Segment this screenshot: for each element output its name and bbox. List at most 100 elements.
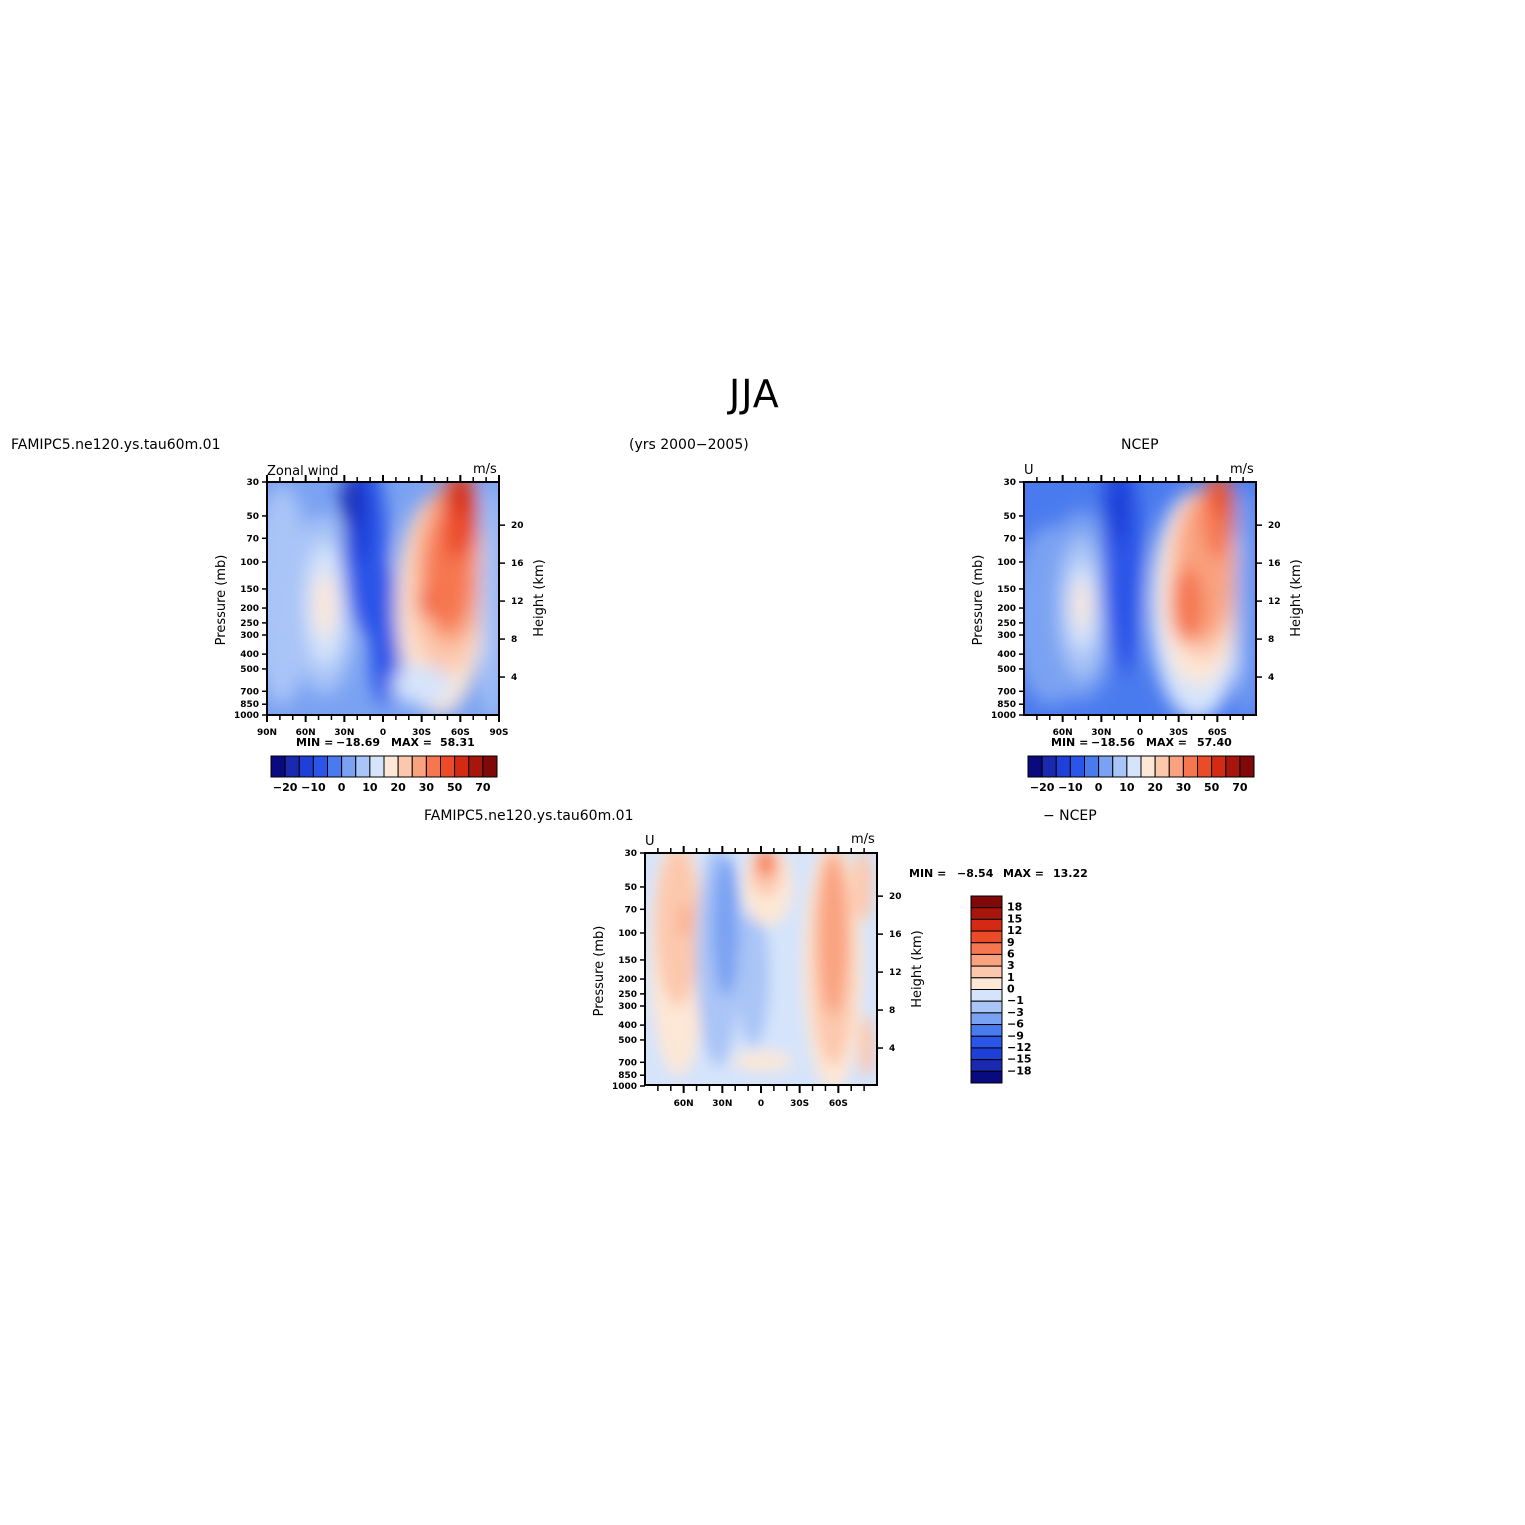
- colorbar-label: 0: [338, 781, 346, 794]
- colorbar-label: 20: [390, 781, 406, 794]
- colorbar-label: 0: [1007, 983, 1015, 996]
- x-tick-label: 60S: [1208, 728, 1227, 738]
- y-tick-label: 150: [240, 585, 259, 595]
- y-right-tick-label: 12: [889, 968, 902, 978]
- diff-chart: 3050701001502002503004005007008501000481…: [592, 832, 1088, 1109]
- y-tick-label: 1000: [234, 711, 259, 721]
- model-max-value: 58.31: [440, 736, 475, 749]
- obs-contour-field: [1024, 482, 1256, 715]
- colorbar-label: 10: [362, 781, 378, 794]
- colorbar-label: −10: [1058, 781, 1083, 794]
- colorbar-swatch: [1211, 755, 1227, 778]
- colorbar-swatch: [270, 755, 286, 778]
- y-tick-label: 1000: [612, 1082, 637, 1092]
- colorbar-swatch: [970, 918, 1003, 932]
- x-tick-label: 90N: [257, 728, 277, 738]
- y-tick-label: 150: [618, 956, 637, 966]
- colorbar-swatch: [970, 965, 1003, 979]
- colorbar-label: 6: [1007, 947, 1015, 960]
- y-right-tick-label: 12: [511, 597, 524, 607]
- y-right-tick-label: 8: [889, 1006, 895, 1016]
- y-right-tick-label: 20: [889, 892, 902, 902]
- colorbar-swatch: [1154, 755, 1170, 778]
- y-tick-label: 400: [997, 650, 1016, 660]
- y-tick-label: 30: [1003, 478, 1016, 488]
- diff-left-label: U: [645, 834, 655, 849]
- colorbar-label: 15: [1007, 912, 1022, 925]
- colorbar-swatch: [970, 942, 1003, 955]
- diff-ylabel: Pressure (mb): [592, 926, 607, 1017]
- y-tick-label: 70: [246, 534, 259, 544]
- colorbar-label: −10: [301, 781, 326, 794]
- y-tick-label: 700: [240, 687, 259, 697]
- y-right-tick-label: 4: [889, 1044, 895, 1054]
- colorbar-label: 30: [1176, 781, 1192, 794]
- colorbar-label: 0: [1095, 781, 1103, 794]
- y-tick-label: 500: [997, 665, 1016, 675]
- y-tick-label: 50: [624, 883, 637, 893]
- diff-right-label: m/s: [851, 832, 875, 847]
- y-tick-label: 100: [997, 558, 1016, 568]
- y-tick-label: 400: [240, 650, 259, 660]
- case-name: FAMIPC5.ne120.ys.tau60m.01: [11, 437, 221, 453]
- colorbar-label: −18: [1007, 1064, 1032, 1077]
- obs-min-label: MIN =: [1051, 736, 1088, 749]
- colorbar-swatch: [383, 755, 399, 778]
- colorbar-label: −12: [1007, 1041, 1032, 1054]
- y-tick-label: 850: [240, 700, 259, 710]
- colorbar-label: 3: [1007, 959, 1015, 972]
- y-tick-label: 300: [618, 1002, 637, 1012]
- x-tick-label: 0: [1137, 728, 1143, 738]
- diff-ylabel-right: Height (km): [910, 930, 925, 1007]
- colorbar-label: 10: [1119, 781, 1135, 794]
- y-right-tick-label: 16: [511, 559, 524, 569]
- diff-obs-name: − NCEP: [1043, 808, 1097, 824]
- y-tick-label: 30: [246, 478, 259, 488]
- x-tick-label: 60N: [296, 728, 316, 738]
- colorbar-swatch: [1126, 755, 1142, 778]
- colorbar-label: 70: [1232, 781, 1248, 794]
- colorbar-swatch: [411, 755, 427, 778]
- diff-panel: 30 50 70 100 150 200 250 300 400 500 700 850 1000 4 8 1…: [578, 826, 1118, 1116]
- diff-min-value: −8.54: [957, 867, 994, 880]
- colorbar-swatch: [468, 755, 484, 778]
- colorbar-swatch: [970, 989, 1003, 1002]
- obs-ylabel-right: Height (km): [1289, 559, 1304, 636]
- colorbar-swatch: [1140, 755, 1156, 778]
- obs-name: NCEP: [1121, 437, 1159, 453]
- obs-min-value: −18.56: [1091, 736, 1135, 749]
- model-chart: 3050701001502002503004005007008501000481…: [214, 462, 547, 794]
- model-left-label: Zonal wind: [267, 464, 339, 479]
- colorbar-swatch: [1239, 755, 1255, 778]
- y-tick-label: 200: [240, 604, 259, 614]
- y-tick-label: 30: [624, 849, 637, 859]
- x-tick-label: 30N: [712, 1099, 732, 1109]
- colorbar-swatch: [425, 755, 441, 778]
- diff-max-value: 13.22: [1053, 867, 1088, 880]
- y-right-tick-label: 8: [1268, 635, 1274, 645]
- colorbar-label: 1: [1007, 971, 1015, 984]
- y-tick-label: 300: [997, 631, 1016, 641]
- obs-max-value: 57.40: [1197, 736, 1232, 749]
- y-tick-label: 250: [240, 619, 259, 629]
- colorbar-swatch: [397, 755, 413, 778]
- colorbar-swatch: [970, 1035, 1003, 1049]
- colorbar-label: −15: [1007, 1053, 1032, 1066]
- diff-case-name: FAMIPC5.ne120.ys.tau60m.01: [424, 808, 634, 824]
- y-tick-label: 700: [618, 1058, 637, 1068]
- diff-max-label: MAX =: [1003, 867, 1044, 880]
- y-tick-label: 250: [618, 990, 637, 1000]
- y-tick-label: 500: [618, 1036, 637, 1046]
- colorbar-label: 50: [447, 781, 463, 794]
- colorbar-swatch: [482, 755, 498, 778]
- model-min-value: −18.69: [336, 736, 380, 749]
- x-tick-label: 30N: [1091, 728, 1111, 738]
- model-ylabel: Pressure (mb): [214, 555, 229, 646]
- colorbar-swatch: [327, 755, 343, 778]
- y-tick-label: 850: [997, 700, 1016, 710]
- colorbar-swatch: [970, 1059, 1003, 1072]
- colorbar-swatch: [369, 755, 385, 778]
- y-tick-label: 250: [997, 619, 1016, 629]
- colorbar-swatch: [1112, 755, 1128, 778]
- y-tick-label: 50: [1003, 512, 1016, 522]
